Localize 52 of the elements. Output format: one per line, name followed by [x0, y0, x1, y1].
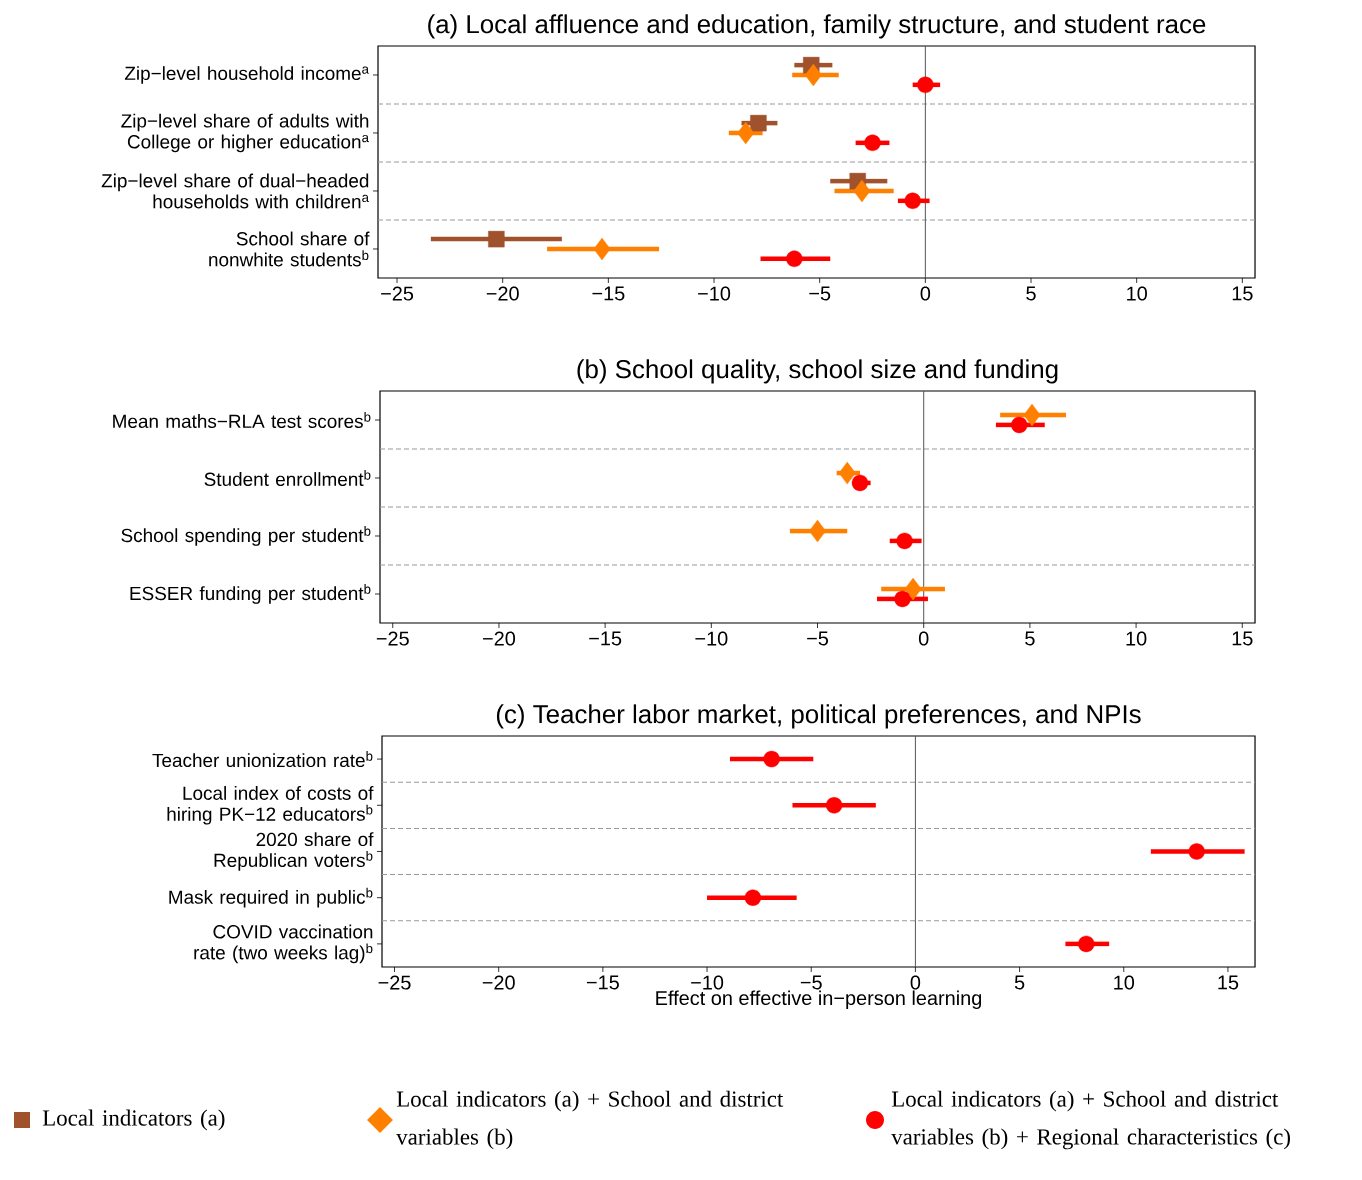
x-tick-label: −5: [809, 286, 831, 301]
x-tick-label: −20: [483, 631, 516, 646]
x-tick-label: −15: [592, 286, 625, 301]
point: [1188, 843, 1205, 860]
x-tick-label: −10: [695, 631, 728, 646]
point: [825, 797, 843, 814]
point: [744, 889, 762, 906]
x-tick-label: −5: [807, 631, 829, 646]
y-tick-label: 2020 share of Republican voters$^{b}$: [214, 832, 374, 871]
x-tick-label: 0: [910, 975, 921, 990]
x-tick-label: 10: [1127, 286, 1147, 301]
y-tick-label: Mean maths−RLA test scores$^{b}$: [113, 411, 371, 429]
x-tick-label: 0: [920, 286, 931, 301]
y-tick-label: COVID vaccination rate (two weeks lag)$^{b}$: [194, 924, 373, 964]
x-tick-label: 10: [1126, 631, 1147, 646]
y-tick-label: Local index of costs of hiring PK−12 educators$^{b}$: [167, 786, 374, 825]
y-tick-label: Zip−level share of dual−headed households with children$^{a}$: [101, 173, 369, 209]
x-tick-label: 10: [1114, 975, 1135, 990]
x-tick-label: 5: [1025, 631, 1035, 646]
y-tick-label: Zip−level share of adults with College or higher education$^{a}$: [121, 113, 369, 153]
y-tick-label: Student enrollment$^{b}$: [204, 469, 371, 487]
x-tick-label: 0: [918, 631, 929, 646]
x-tick-label: −5: [800, 975, 822, 990]
x-tick-label: −10: [691, 975, 724, 990]
x-tick-label: −25: [376, 631, 409, 646]
y-tick-label: School spending per student$^{b}$: [121, 526, 371, 546]
x-tick-label: 5: [1014, 975, 1025, 990]
x-tick-label: −25: [378, 975, 411, 990]
chart-title: (a) Local affluence and education, family structure, and student race: [428, 14, 1206, 39]
x-tick-label: 5: [1026, 286, 1036, 301]
chart-title: (b) School quality, school size and funding: [577, 359, 1058, 384]
x-tick-label: 15: [1232, 631, 1253, 646]
chart-title: (c) Teacher labor market, political preferences, and NPIs: [496, 704, 1141, 729]
y-tick-label: Teacher unionization rate$^{b}$: [152, 751, 373, 768]
x-tick-label: −20: [482, 975, 515, 990]
y-tick-label: School share of nonwhite students$^{b}$: [209, 231, 370, 267]
x-tick-label: 15: [1232, 286, 1253, 301]
y-tick-label: Mask required in public$^{b}$: [169, 887, 373, 908]
x-tick-label: −15: [589, 631, 622, 646]
y-tick-label: ESSER funding per student$^{b}$: [130, 584, 371, 604]
x-axis-title: Effect on effective in−person learning: [656, 990, 982, 1010]
legend-label: Local indicators (a) + School and district variables (b): [396, 1090, 784, 1150]
x-tick-label: −25: [381, 286, 414, 301]
point: [763, 750, 780, 768]
y-tick-label: Zip−level household income$^{a}$: [124, 66, 369, 84]
x-tick-label: −10: [698, 286, 731, 301]
x-tick-label: −15: [586, 975, 619, 990]
x-tick-label: −20: [486, 286, 519, 301]
point: [1078, 935, 1095, 953]
legend-label: Local indicators (a) + School and district variables (b) + Regional characteristics (c): [891, 1090, 1290, 1150]
x-tick-label: 15: [1218, 975, 1239, 990]
legend-label: Local indicators (a): [42, 1109, 225, 1131]
